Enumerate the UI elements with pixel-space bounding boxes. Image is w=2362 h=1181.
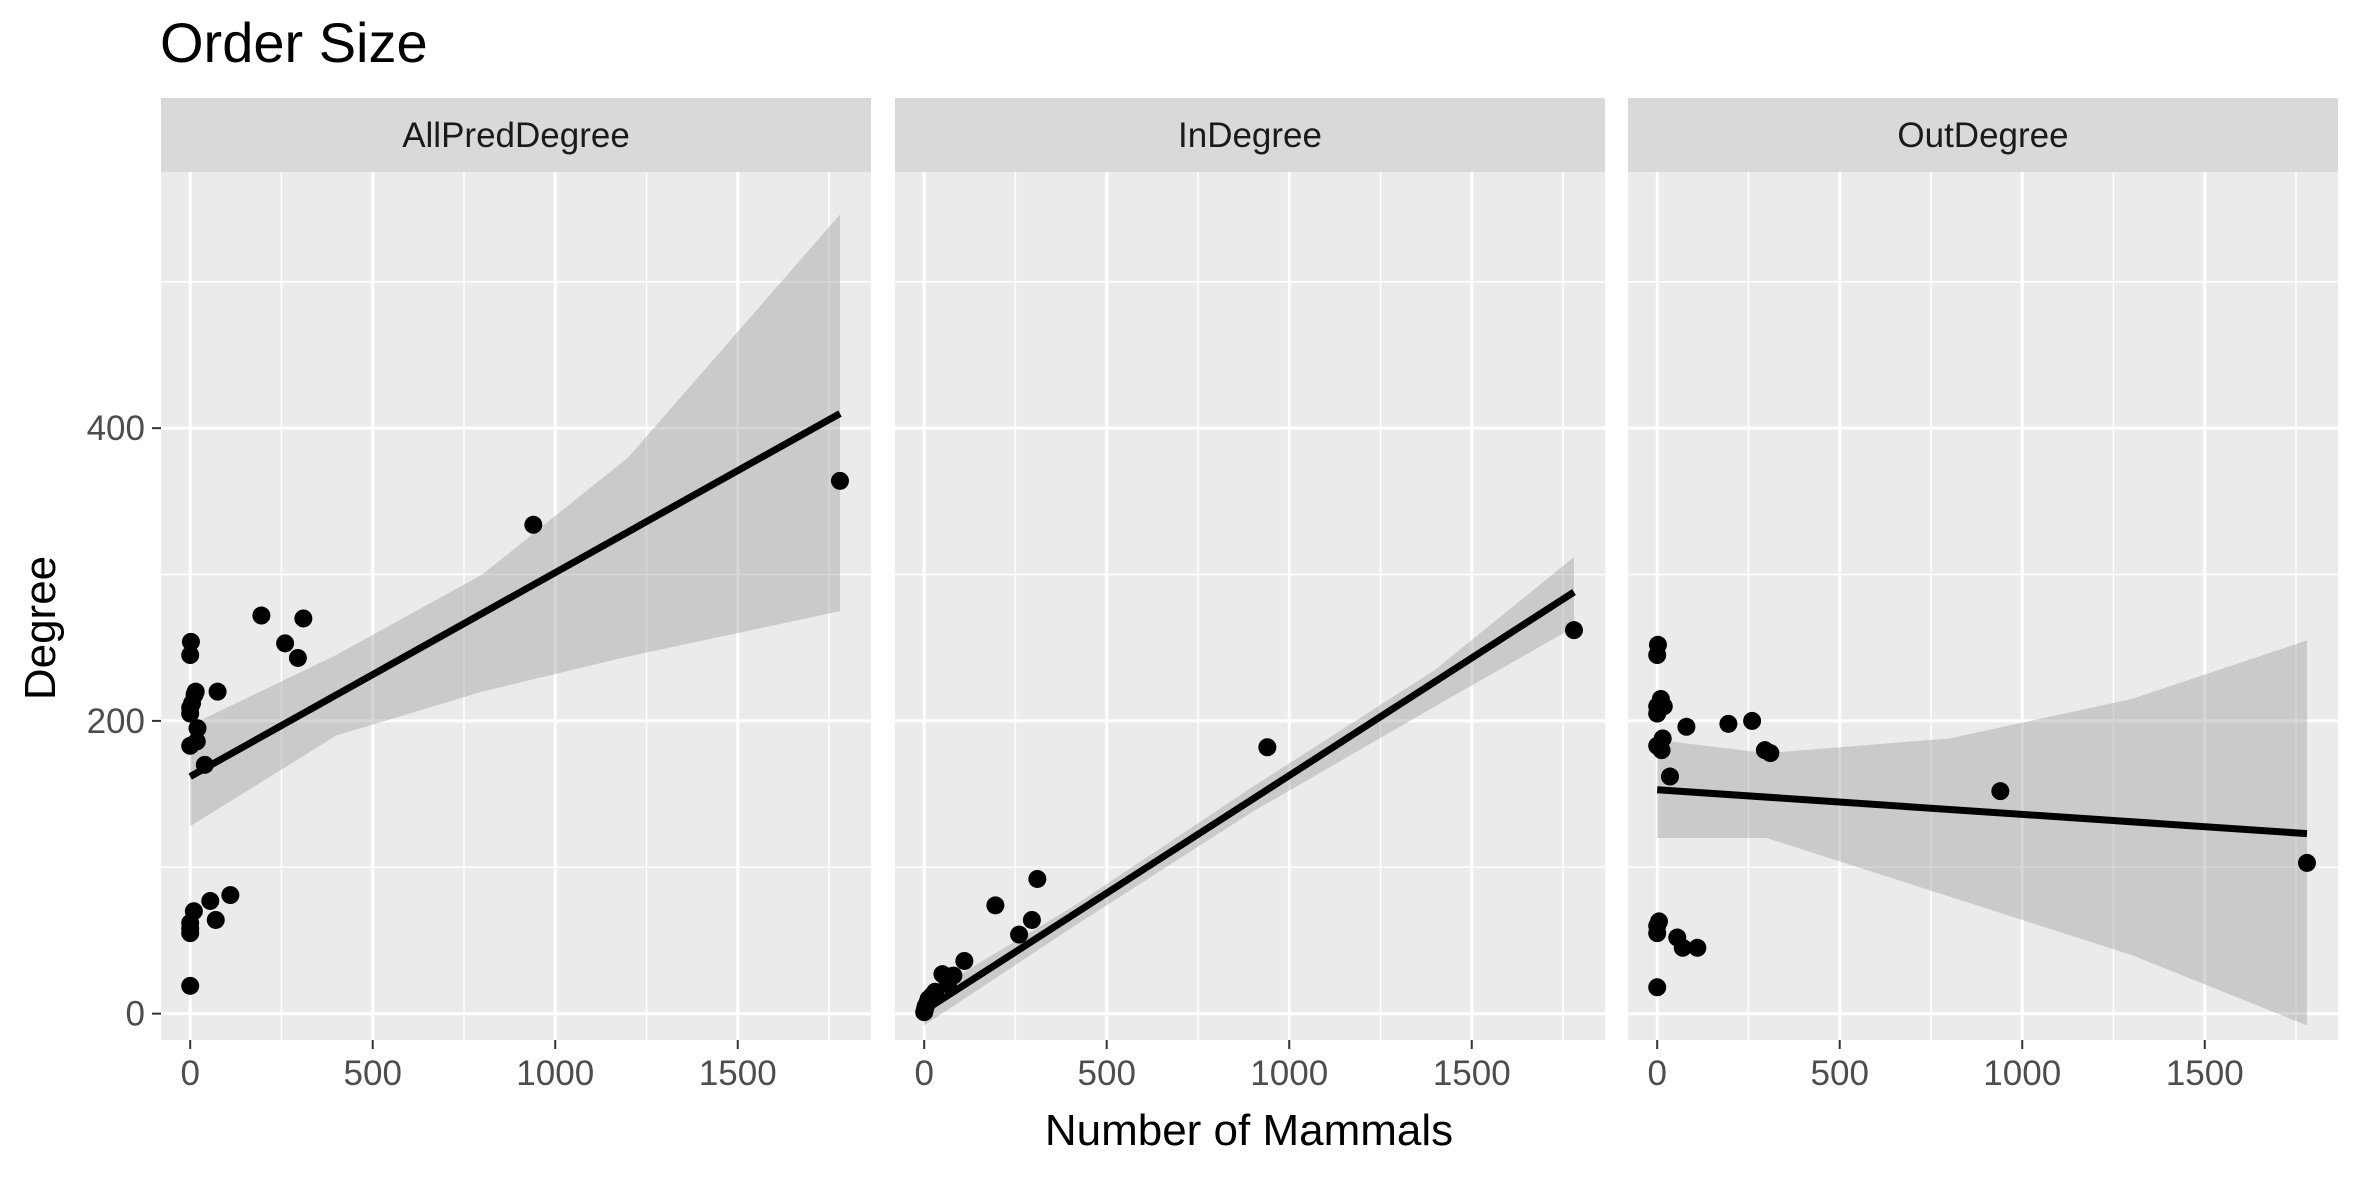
data-point <box>186 682 205 701</box>
x-tick-label: 0 <box>914 1054 933 1093</box>
regression-line <box>188 410 842 780</box>
data-point <box>181 646 200 665</box>
data-point <box>1022 910 1041 929</box>
regression-line <box>922 589 1576 1014</box>
data-point <box>206 910 225 929</box>
chart-title: Order Size <box>160 11 428 74</box>
data-point <box>830 471 849 490</box>
x-tick-label: 500 <box>1078 1054 1136 1093</box>
data-point <box>944 966 963 985</box>
regression-line <box>1656 786 2308 838</box>
facet-strip <box>895 98 1605 172</box>
x-tick-label: 1500 <box>699 1054 777 1093</box>
data-point <box>1010 925 1029 944</box>
data-point <box>181 632 200 651</box>
x-tick-label: 500 <box>1811 1054 1869 1093</box>
data-point <box>221 886 240 905</box>
data-point <box>181 976 200 995</box>
x-tick-label: 1500 <box>2166 1054 2244 1093</box>
x-tick-label: 1500 <box>1433 1054 1511 1093</box>
facet-panel-allpreddegree: AllPredDegree 0 500 1000 1500 0 200 400 <box>87 98 871 1093</box>
y-axis-title: Degree <box>16 556 65 700</box>
data-point <box>208 682 227 701</box>
x-axis-title: Number of Mammals <box>1045 1106 1453 1155</box>
data-point <box>1648 635 1667 654</box>
facet-strip <box>161 98 871 172</box>
data-point <box>1648 978 1667 997</box>
data-point <box>1673 938 1692 957</box>
data-point <box>1654 697 1673 716</box>
data-point <box>1991 782 2010 801</box>
x-tick-label: 500 <box>344 1054 402 1093</box>
facet-panels: AllPredDegree 0 500 1000 1500 0 200 400 InDegree… <box>87 98 2338 1093</box>
data-point <box>1688 938 1707 957</box>
facet-strip-label: AllPredDegree <box>402 116 630 155</box>
data-point <box>1564 621 1583 640</box>
data-point <box>288 648 307 667</box>
data-point <box>187 732 206 751</box>
x-tick-label: 1000 <box>516 1054 594 1093</box>
data-point <box>1719 714 1738 733</box>
data-point <box>1650 912 1669 931</box>
panel-background <box>1628 172 2338 1040</box>
y-tick-label: 400 <box>87 409 145 448</box>
facet-panel-indegree: InDegree 0 500 1000 1500 <box>895 98 1605 1093</box>
data-point <box>524 515 543 534</box>
facet-panel-outdegree: OutDegree 0 500 1000 1500 <box>1628 98 2338 1093</box>
confidence-band <box>190 214 840 827</box>
x-tick-label: 0 <box>180 1054 199 1093</box>
panel-background <box>895 172 1605 1040</box>
panel-background <box>161 172 871 1040</box>
data-point <box>2297 853 2316 872</box>
y-tick-label: 200 <box>87 702 145 741</box>
x-tick-label: 1000 <box>1250 1054 1328 1093</box>
data-point <box>276 634 295 653</box>
data-point <box>955 951 974 970</box>
data-point <box>1761 744 1780 763</box>
data-point <box>986 896 1005 915</box>
facet-strip-label: InDegree <box>1178 116 1322 155</box>
facet-strip-label: OutDegree <box>1897 116 2068 155</box>
data-point <box>184 902 203 921</box>
data-point <box>294 609 313 628</box>
data-point <box>1743 711 1762 730</box>
data-point <box>201 891 220 910</box>
y-tick-label: 0 <box>126 995 145 1034</box>
data-point <box>1677 717 1696 736</box>
data-point <box>1660 767 1679 786</box>
x-tick-label: 1000 <box>1983 1054 2061 1093</box>
facet-strip <box>1628 98 2338 172</box>
data-point <box>252 606 271 625</box>
x-tick-label: 0 <box>1647 1054 1666 1093</box>
confidence-band <box>1657 640 2307 1026</box>
data-point <box>188 719 207 738</box>
data-point <box>1653 729 1672 748</box>
data-point <box>1028 869 1047 888</box>
data-point <box>1258 738 1277 757</box>
